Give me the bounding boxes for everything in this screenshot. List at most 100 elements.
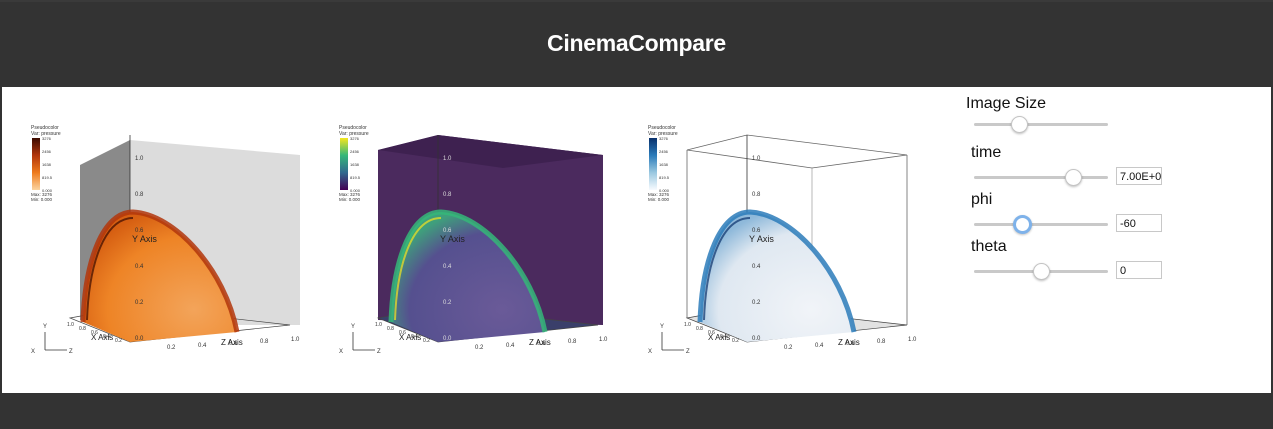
z-tick-label: 0.4	[815, 343, 824, 349]
legend-tick-label: 3276	[42, 136, 52, 141]
y-axis-title: Y Axis	[440, 234, 465, 244]
viewer-2-render: 1.0 0.8 0.6 0.4 0.2 0.0 0.2 0.4 0.6 0.8 1.0 1.0 0.8 0…	[339, 125, 608, 355]
z-tick-label: 0.4	[198, 343, 207, 349]
y-tick-label: 0.0	[752, 336, 761, 342]
z-tick-label: 0.6	[229, 341, 238, 347]
z-axis-title: Z Axis	[529, 338, 551, 347]
x-tick-label: 0.2	[115, 338, 122, 344]
legend-max: Max: 3276	[31, 192, 53, 197]
image-size-slider-thumb[interactable]	[1011, 116, 1029, 133]
cube-top-edge	[686, 134, 908, 169]
x-tick-label: 1.0	[375, 322, 382, 328]
legend-variable: Var: pressure	[31, 131, 61, 137]
image-size-label: Image Size	[966, 95, 1047, 112]
legend-tick-label: 3276	[350, 136, 360, 141]
dome-rim	[697, 209, 857, 333]
y-tick-label: 0.2	[752, 300, 761, 306]
z-tick-label: 1.0	[291, 337, 300, 343]
dome-rim-inner	[394, 217, 442, 321]
y-tick-label: 1.0	[752, 156, 761, 162]
z-tick-label: 0.8	[260, 339, 269, 345]
legend-tick-label: 819.5	[42, 175, 53, 180]
z-tick-label: 1.0	[599, 337, 608, 343]
theta-input[interactable]: 0	[1116, 261, 1162, 279]
y-tick-label: 0.0	[135, 336, 144, 342]
viewer-3[interactable]: 1.0 0.8 0.6 0.4 0.2 0.0 0.2 0.4 0.6 0.8 1.0 1.0 0.8 0…	[642, 110, 942, 360]
viewer-2[interactable]: 1.0 0.8 0.6 0.4 0.2 0.0 0.2 0.4 0.6 0.8 1.0 1.0 0.8 0…	[333, 110, 633, 360]
x-tick-label: 1.0	[67, 322, 74, 328]
time-label: time	[971, 144, 1002, 161]
footer-bar	[0, 393, 1273, 429]
viewer-1-render: 1.0 0.8 0.6 0.4 0.2 0.0 0.2 0.4 0.6 0.8 1.0 1.0 0.8 0…	[31, 125, 300, 355]
legend-title: Pseudocolor	[31, 125, 59, 131]
viewer-3-render: 1.0 0.8 0.6 0.4 0.2 0.0 0.2 0.4 0.6 0.8 1.0 1.0 0.8 0…	[648, 125, 917, 355]
legend-tick-label: 1638	[42, 162, 52, 167]
y-tick-label: 0.2	[135, 300, 144, 306]
x-tick-label: 0.4	[411, 334, 418, 340]
y-tick-label: 0.8	[752, 192, 761, 198]
y-tick-label: 0.4	[752, 264, 761, 270]
dome-rim	[388, 209, 548, 333]
time-slider-thumb[interactable]	[1064, 169, 1082, 186]
y-tick-label: 0.6	[443, 228, 452, 234]
z-tick-label: 0.6	[537, 341, 546, 347]
theta-label: theta	[971, 238, 1007, 255]
triad-x-label: X	[648, 349, 652, 355]
x-tick-label: 0.2	[423, 338, 430, 344]
x-tick-label: 0.8	[696, 326, 703, 332]
image-size-slider-track[interactable]	[974, 123, 1108, 126]
y-tick-label: 0.8	[443, 192, 452, 198]
legend-colorbar	[32, 138, 40, 190]
triad-y-label: Y	[351, 324, 355, 330]
dome-rim	[80, 209, 240, 333]
legend-colorbar	[340, 138, 348, 190]
triad-z-label: Z	[377, 349, 381, 355]
x-axis-title: X Axis	[399, 333, 421, 342]
legend-colorbar	[649, 138, 657, 190]
legend-min: Min: 0.000	[339, 197, 361, 202]
legend-tick-label: 0.000	[42, 188, 53, 193]
x-tick-label: 0.6	[91, 330, 98, 336]
phi-slider-track[interactable]	[974, 223, 1108, 226]
viewer-1[interactable]: 1.0 0.8 0.6 0.4 0.2 0.0 0.2 0.4 0.6 0.8 1.0 1.0 0.8 0…	[25, 110, 325, 360]
legend-min: Min: 0.000	[648, 197, 670, 202]
legend-tick-label: 1638	[350, 162, 360, 167]
z-axis-title: Z Axis	[221, 338, 243, 347]
right-edge	[1271, 87, 1273, 393]
control-panel: Image Size time 7.00E+0 phi -60 theta 0	[960, 92, 1220, 292]
legend-min: Min: 0.000	[31, 197, 53, 202]
x-axis-title: X Axis	[91, 333, 113, 342]
time-slider-track[interactable]	[974, 176, 1108, 179]
x-tick-label: 0.6	[708, 330, 715, 336]
triad-y-label: Y	[660, 324, 664, 330]
triad-x-label: X	[31, 349, 35, 355]
legend-tick-label: 0.000	[659, 188, 670, 193]
time-input[interactable]: 7.00E+0	[1116, 167, 1162, 185]
legend-tick-label: 3276	[659, 136, 669, 141]
y-axis-title: Y Axis	[749, 234, 774, 244]
y-tick-label: 0.8	[135, 192, 144, 198]
z-axis-title: Z Axis	[838, 338, 860, 347]
legend-variable: Var: pressure	[648, 131, 678, 137]
z-tick-label: 0.6	[846, 341, 855, 347]
header-bar: CinemaCompare	[0, 0, 1273, 87]
dome-shell	[700, 212, 854, 342]
y-tick-label: 0.6	[135, 228, 144, 234]
legend-tick-label: 2456	[42, 149, 52, 154]
theta-slider-thumb[interactable]	[1032, 263, 1050, 280]
phi-input[interactable]: -60	[1116, 214, 1162, 232]
x-tick-label: 0.4	[720, 334, 727, 340]
x-axis-title: X Axis	[708, 333, 730, 342]
x-tick-label: 1.0	[684, 322, 691, 328]
legend-title: Pseudocolor	[648, 125, 676, 131]
legend-tick-label: 819.5	[350, 175, 361, 180]
x-tick-label: 0.6	[399, 330, 406, 336]
y-tick-label: 0.6	[752, 228, 761, 234]
triad-x-label: X	[339, 349, 343, 355]
legend-tick-label: 1638	[659, 162, 669, 167]
z-tick-label: 0.2	[784, 345, 793, 351]
x-tick-label: 0.4	[103, 334, 110, 340]
legend-variable: Var: pressure	[339, 131, 369, 137]
dome-rim-inner	[86, 217, 134, 321]
phi-slider-thumb[interactable]	[1012, 215, 1032, 234]
